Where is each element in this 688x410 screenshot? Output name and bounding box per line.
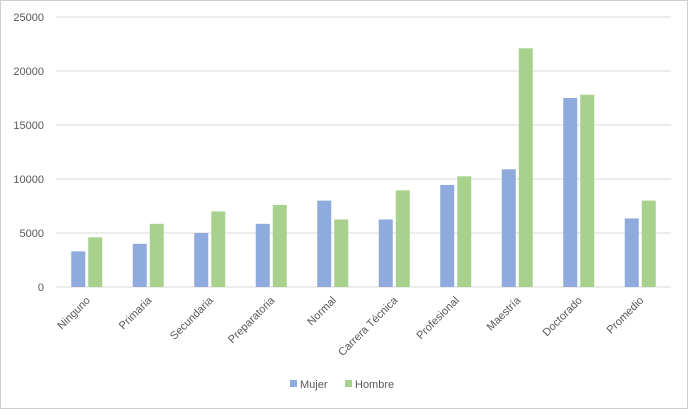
bar-hombre-1 [149, 223, 164, 287]
bar-mujer-0 [71, 251, 86, 287]
x-tick-label-2: Secundaria [168, 294, 216, 342]
bar-mujer-6 [440, 184, 455, 287]
y-tick-label-25000: 25000 [13, 12, 44, 24]
bar-hombre-3 [272, 204, 287, 287]
bar-mujer-5 [378, 219, 393, 287]
x-tick-label-3: Preparatoria [226, 294, 278, 346]
bar-hombre-0 [88, 237, 103, 287]
bar-mujer-2 [194, 233, 209, 287]
bar-hombre-6 [457, 176, 472, 287]
x-tick-label-5: Carrera Técnica [336, 294, 401, 359]
x-tick-label-1: Primaria [117, 294, 155, 332]
bar-hombre-4 [334, 219, 349, 287]
legend-swatch-hombre [345, 380, 352, 387]
y-tick-label-15000: 15000 [13, 120, 44, 132]
bar-hombre-7 [518, 48, 533, 287]
bar-hombre-5 [395, 190, 410, 287]
bar-mujer-4 [317, 200, 332, 287]
bar-mujer-9 [624, 218, 639, 287]
x-tick-label-9: Promedio [605, 295, 647, 337]
y-tick-label-5000: 5000 [20, 228, 44, 240]
x-tick-label-8: Doctorado [540, 295, 584, 339]
legend-label-mujer: Mujer [300, 379, 328, 391]
y-tick-label-20000: 20000 [13, 66, 44, 78]
legend-label-hombre: Hombre [355, 379, 394, 391]
x-tick-label-0: Ninguno [55, 295, 92, 332]
bar-hombre-2 [211, 211, 226, 287]
bar-hombre-8 [580, 94, 595, 287]
x-tick-label-6: Profesional [414, 295, 461, 342]
bar-mujer-3 [255, 223, 270, 287]
x-tick-label-4: Normal [305, 295, 339, 329]
x-tick-label-7: Maestría [485, 294, 524, 333]
bar-hombre-9 [641, 200, 656, 287]
legend-swatch-mujer [290, 380, 297, 387]
bar-mujer-8 [563, 98, 578, 287]
y-tick-label-10000: 10000 [13, 174, 44, 186]
bar-mujer-7 [501, 169, 516, 287]
y-tick-label-0: 0 [38, 282, 44, 294]
bar-mujer-1 [132, 243, 147, 287]
